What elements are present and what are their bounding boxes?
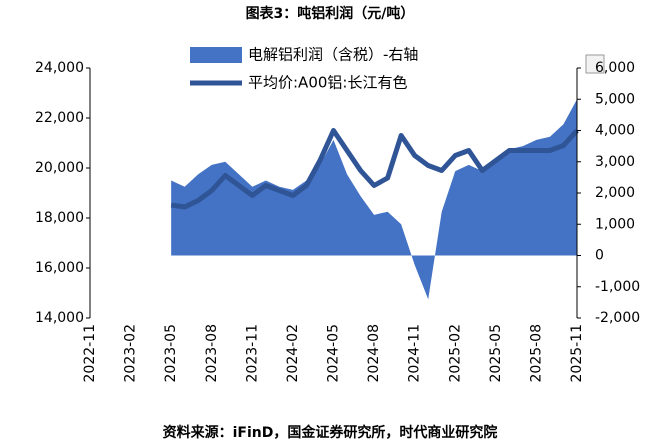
y2-tick-label: 5,000 xyxy=(595,91,635,107)
x-tick-label: 2025-05 xyxy=(488,324,504,383)
y2-tick-label: 4,000 xyxy=(595,123,635,139)
x-tick-label: 2025-08 xyxy=(528,324,544,383)
y-tick-label: 24,000 xyxy=(35,60,84,76)
y-tick-label: 14,000 xyxy=(35,310,84,326)
icon xyxy=(585,54,605,74)
x-tick-label: 2023-02 xyxy=(123,324,139,383)
x-tick-label: 2024-05 xyxy=(326,324,342,383)
y2-tick-label: 6,000 xyxy=(595,60,635,76)
x-tick-label: 2024-11 xyxy=(407,324,423,383)
legend-label: 平均价:A00铝:长江有色 xyxy=(248,74,407,92)
area xyxy=(171,99,577,300)
y2-tick-label: -2,000 xyxy=(595,310,640,326)
legend-label: 电解铝利润（含税）-右轴 xyxy=(248,46,418,64)
x-tick-label: 2023-11 xyxy=(244,324,260,383)
x-tick-label: 2024-08 xyxy=(366,324,382,383)
y2-tick-label: 3,000 xyxy=(595,154,635,170)
x-tick-label: 2025-02 xyxy=(447,324,463,383)
x-tick-label: 2023-05 xyxy=(163,324,179,383)
y-tick-label: 16,000 xyxy=(35,260,84,276)
x-tick-label: 2025-11 xyxy=(569,324,585,383)
x-tick-label: 2022-11 xyxy=(82,324,98,383)
y2-tick-label: 2,000 xyxy=(595,185,635,201)
y2-tick-label: 0 xyxy=(595,248,604,264)
x-tick-label: 2024-02 xyxy=(285,324,301,383)
y-tick-label: 22,000 xyxy=(35,110,84,126)
y-tick-label: 18,000 xyxy=(35,210,84,226)
source-note: 资料来源：iFinD，国金证券研究所，时代商业研究院 xyxy=(163,424,498,441)
x-tick-label: 2023-08 xyxy=(204,324,220,383)
y-tick-label: 20,000 xyxy=(35,160,84,176)
chart-title: 图表3：吨铝利润（元/吨） xyxy=(246,5,415,22)
line xyxy=(170,128,579,210)
y2-tick-label: 1,000 xyxy=(595,216,635,232)
legend-swatch xyxy=(190,47,242,63)
y2-tick-label: -1,000 xyxy=(595,279,640,295)
